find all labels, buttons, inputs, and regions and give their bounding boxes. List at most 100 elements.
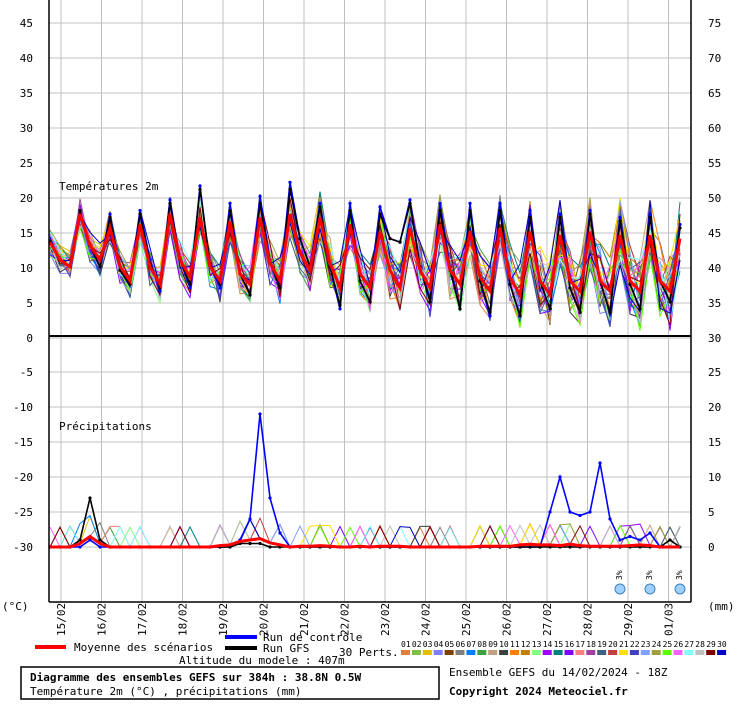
left-unit-label: (°C) [2,600,29,613]
precip-right-tick: 10 [708,471,721,484]
temp-left-tick: 45 [20,17,33,30]
date-tick-label: 27/02 [541,603,554,636]
legend-mean-label: Moyenne des scénarios [74,641,213,654]
footer-copyright: Copyright 2024 Meteociel.fr [449,685,628,698]
precip-point [258,541,262,546]
temp-point [258,194,262,198]
snow-probability-label: 3% [645,570,654,580]
precip-point [638,538,642,542]
axis-layer: 15/02 16/02 17/02 18/02 19/02 20/02 21/02 22/02… [13,0,721,636]
pert-number: 14 [543,640,553,649]
precip-point [78,538,82,542]
pert-number: 23 [641,640,651,649]
temp-point [168,201,172,205]
temp-point [198,187,202,191]
pert-number: 02 [412,640,422,649]
temp-point [278,286,282,290]
pert-number: 18 [586,640,596,649]
temp-point [488,314,492,318]
temp-point [378,205,382,209]
date-tick-label: 20/02 [258,603,271,636]
precip-right-tick: 20 [708,401,721,414]
pert-number: 10 [499,640,509,649]
precip-right-tick: 15 [708,436,721,449]
precip-point [98,545,102,549]
pert-number: 30 [717,640,727,649]
date-tick-label: 21/02 [298,603,311,636]
legend: Moyenne des scénarios Run de contrôle Ru… [35,631,727,667]
temp-point [338,303,342,307]
pert-number: 04 [434,640,444,649]
pert-number: 25 [663,640,673,649]
temp-right-tick: 50 [708,192,721,205]
series-layer: 3% 3% 3% [48,180,686,595]
temp-point [508,282,512,286]
precip-left-tick: -5 [20,366,33,379]
footer-subtitle: Température 2m (°C) , précipitations (mm… [30,685,302,698]
pert-swatch [444,650,454,655]
temp-point [218,286,222,290]
pert-number: 13 [532,640,542,649]
temp-left-tick: 35 [20,87,33,100]
temp-point [608,310,612,314]
precip-left-tick: -30 [13,541,33,554]
temp-point [188,286,192,290]
temp-point [618,219,622,223]
date-tick-label: 22/02 [339,603,352,636]
precip-point [648,531,652,535]
pert-swatch [411,650,421,655]
temp-point [318,201,322,205]
temp-point [528,208,532,213]
precip-point [548,510,552,514]
precip-point [578,513,582,518]
precip-left-tick: -20 [13,471,33,484]
temp-point [358,279,362,283]
legend-perts-label: 30 Perts. [339,646,399,659]
pert-swatch [553,650,563,655]
temp-point [248,293,252,297]
temp-right-tick: 40 [708,262,721,275]
pert-swatch [629,650,639,655]
temp-point [678,222,682,227]
temp-point [518,314,522,318]
date-tick-label: 23/02 [379,603,392,636]
precip-point [248,541,252,546]
footer-title: Diagramme des ensembles GEFS sur 384h : … [30,671,362,684]
precip-point [88,538,92,542]
snowflake-icon [674,583,686,595]
pert-swatch [455,650,465,655]
pert-number: 22 [630,640,640,649]
date-tick-label: 19/02 [217,603,230,636]
pert-swatch [466,650,476,655]
date-tick-label: 17/02 [136,603,149,636]
temp-member-line [49,205,681,325]
temp-point [648,212,652,216]
pert-number: 15 [554,640,564,649]
precip-member-line [50,518,681,548]
date-tick-label: 15/02 [55,603,68,636]
temp-right-tick: 65 [708,87,721,100]
temp-point [108,212,112,216]
precip-point [88,496,92,500]
date-tick-label: 01/03 [663,603,676,636]
temp-series-line [48,213,682,300]
pert-swatch [619,650,628,655]
pert-swatch [422,650,432,655]
pert-number: 27 [684,640,694,649]
precip-member-line [50,514,680,548]
precip-left-tick: -25 [13,506,33,519]
temp-member-line [49,198,681,326]
temp-point [338,307,342,311]
temp-point [258,201,262,205]
precip-point [78,545,82,549]
temp-right-tick: 45 [708,227,721,240]
pert-number: 05 [445,640,455,649]
temp-point [228,208,232,213]
legend-gfs-label: Run GFS [263,642,309,655]
temp-point [578,310,582,314]
temp-point [528,215,532,220]
precip-point [98,538,102,542]
temp-left-tick: 0 [26,332,33,345]
pert-number: 19 [597,640,607,649]
